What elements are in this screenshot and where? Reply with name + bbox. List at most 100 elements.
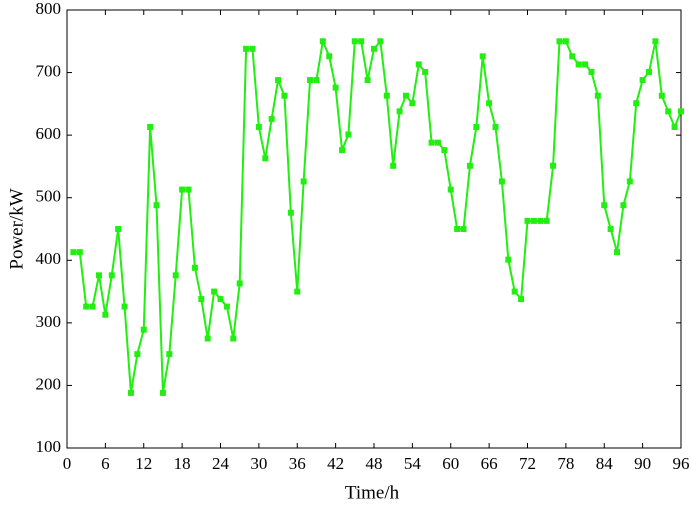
data-point	[383, 92, 390, 99]
data-point	[524, 217, 531, 224]
y-tick-label: 200	[36, 374, 62, 393]
data-point	[518, 296, 525, 303]
x-tick-label: 18	[174, 454, 191, 473]
data-point	[185, 186, 192, 193]
data-point	[332, 84, 339, 91]
data-point	[76, 249, 83, 256]
data-point	[115, 226, 122, 232]
data-point	[127, 389, 134, 396]
data-point	[339, 147, 346, 154]
data-point	[172, 272, 179, 279]
data-point	[159, 389, 166, 396]
data-point	[454, 226, 461, 232]
data-point	[633, 100, 640, 107]
plot-frame	[66, 9, 682, 449]
data-point	[166, 351, 173, 358]
data-point	[402, 92, 409, 99]
data-point	[204, 335, 211, 342]
data-point	[620, 202, 627, 209]
data-line	[73, 37, 682, 394]
data-point	[486, 100, 493, 107]
data-point	[134, 351, 141, 358]
data-point	[582, 61, 589, 68]
data-point	[601, 202, 608, 209]
data-point	[671, 124, 678, 131]
data-point	[121, 303, 128, 310]
data-point	[351, 38, 358, 45]
y-tick-label: 300	[36, 312, 62, 331]
y-tick-label: 400	[36, 249, 62, 268]
data-point	[543, 217, 550, 224]
x-tick-label: 66	[481, 454, 498, 473]
data-point	[377, 38, 384, 45]
data-point	[473, 124, 480, 131]
x-tick-label: 36	[289, 454, 306, 473]
data-point	[281, 92, 288, 99]
data-point	[262, 155, 269, 162]
data-point	[108, 272, 115, 279]
x-axis-label: Time/h	[345, 482, 400, 503]
data-point	[211, 288, 218, 295]
x-tick-label: 72	[519, 454, 536, 473]
y-tick-label: 100	[36, 437, 62, 456]
data-point	[230, 335, 237, 342]
data-point	[70, 249, 77, 256]
x-tick-label: 96	[673, 454, 690, 473]
data-point	[556, 38, 563, 45]
data-point	[460, 226, 467, 232]
data-point	[287, 209, 294, 216]
data-point	[313, 77, 320, 84]
data-point	[614, 249, 621, 256]
data-point	[198, 296, 205, 303]
data-point	[409, 100, 416, 107]
data-point	[371, 45, 377, 52]
data-point	[639, 77, 646, 84]
data-point	[364, 77, 371, 84]
data-point	[466, 162, 473, 169]
y-tick-label: 700	[36, 61, 62, 80]
data-point	[479, 53, 486, 60]
data-point	[594, 92, 601, 99]
data-point	[217, 296, 224, 303]
x-tick-label: 84	[596, 454, 614, 473]
data-point	[530, 217, 537, 224]
data-point	[358, 38, 365, 45]
data-point	[179, 186, 186, 193]
data-point	[255, 124, 262, 131]
x-tick-label: 6	[101, 454, 110, 473]
data-point	[396, 108, 403, 115]
data-point	[95, 272, 102, 279]
data-point	[550, 162, 557, 169]
data-point	[575, 61, 582, 68]
x-tick-label: 12	[135, 454, 152, 473]
data-point	[498, 178, 505, 185]
y-tick-label: 500	[36, 187, 62, 206]
data-point	[345, 131, 352, 138]
data-point	[223, 303, 230, 310]
data-point	[511, 288, 518, 295]
x-tick-label: 0	[63, 454, 72, 473]
data-point	[319, 38, 326, 45]
x-tick-label: 42	[327, 454, 344, 473]
data-point	[588, 68, 595, 75]
data-point	[422, 68, 429, 75]
data-point	[268, 115, 275, 122]
data-point	[153, 202, 160, 209]
data-point	[326, 53, 333, 60]
x-tick-label: 60	[442, 454, 459, 473]
data-point	[147, 124, 154, 131]
data-point	[83, 303, 90, 310]
data-point	[275, 77, 282, 84]
data-point	[89, 303, 96, 310]
data-point	[447, 186, 454, 193]
y-tick-label: 600	[36, 124, 62, 143]
data-point	[434, 139, 441, 146]
data-point	[140, 326, 147, 333]
data-point	[562, 38, 569, 45]
data-point	[646, 68, 653, 75]
data-point	[569, 53, 576, 60]
data-point	[300, 178, 307, 185]
data-point	[428, 139, 435, 146]
x-tick-label: 48	[366, 454, 383, 473]
